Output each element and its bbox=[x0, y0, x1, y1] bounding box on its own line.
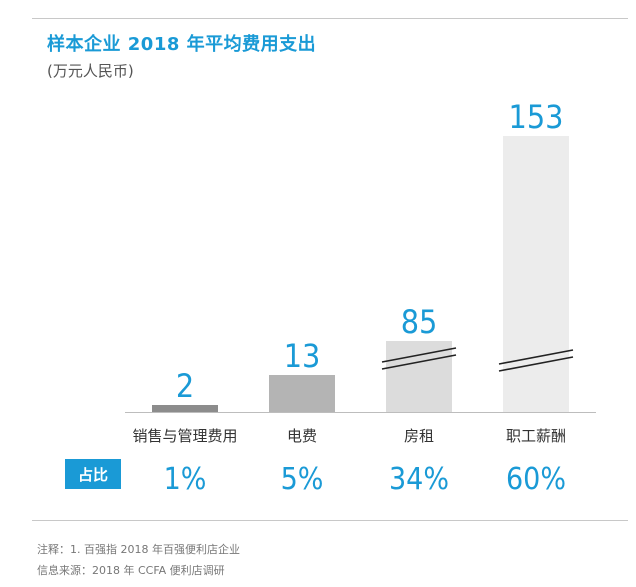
category-label: 销售与管理费用 bbox=[132, 427, 237, 445]
axis-break-line bbox=[381, 347, 457, 363]
axis-break-line bbox=[381, 354, 457, 370]
bottom-rule bbox=[32, 520, 628, 521]
bar bbox=[269, 375, 335, 412]
share-value: 1% bbox=[164, 462, 207, 497]
share-badge bbox=[65, 459, 121, 489]
chart-title: 样本企业 2018 年平均费用支出 bbox=[47, 34, 317, 55]
share-value: 60% bbox=[506, 462, 566, 497]
footnote-note: 注释：1. 百强指 2018 年百强便利店企业 bbox=[37, 543, 240, 556]
bar-value-label: 153 bbox=[509, 98, 564, 136]
footnote-source: 信息来源：2018 年 CCFA 便利店调研 bbox=[37, 564, 225, 577]
bar bbox=[386, 341, 452, 412]
axis-break-line bbox=[498, 349, 574, 365]
category-label: 电费 bbox=[287, 427, 317, 445]
category-label: 职工薪酬 bbox=[506, 427, 566, 445]
bar-value-label: 85 bbox=[401, 303, 438, 341]
bar bbox=[503, 136, 569, 412]
bar-value-label: 13 bbox=[284, 337, 321, 375]
axis-break-line bbox=[498, 356, 574, 372]
share-value: 34% bbox=[389, 462, 449, 497]
chart-subtitle: (万元人民币) bbox=[47, 62, 134, 80]
share-value: 5% bbox=[281, 462, 324, 497]
bar-value-label: 2 bbox=[176, 367, 194, 405]
share-badge-label: 占比 bbox=[78, 466, 108, 484]
bar bbox=[152, 405, 218, 412]
category-label: 房租 bbox=[404, 427, 434, 445]
bar-chart: 2 销售与管理费用 1% 13 电费 5% 85 房租 34% 153 职工薪酬 60% 占比 bbox=[65, 98, 596, 497]
top-rule bbox=[32, 18, 628, 19]
